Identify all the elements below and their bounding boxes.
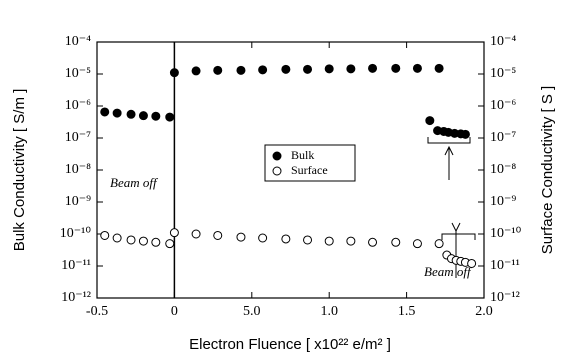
point	[467, 258, 477, 268]
y2-tick-label: 10⁻⁶	[490, 98, 516, 113]
x-tick-label: 2.0	[475, 304, 493, 319]
point	[281, 64, 291, 74]
point	[391, 237, 401, 247]
y-tick-label: 10⁻¹⁰	[60, 226, 92, 241]
point	[236, 232, 246, 242]
point	[346, 236, 356, 246]
point	[151, 237, 161, 247]
y2-axis-label: Surface Conductivity [ S ]	[539, 86, 556, 254]
point	[303, 64, 313, 74]
y2-tick-label: 10⁻⁸	[490, 162, 516, 177]
point	[346, 64, 356, 74]
point	[165, 239, 175, 249]
x-tick-label: 1.0	[320, 304, 338, 319]
point	[151, 111, 161, 121]
y-axis-label: Bulk Conductivity [ S/m ]	[11, 89, 28, 252]
legend-label: Surface	[291, 163, 328, 177]
point	[100, 230, 110, 240]
y2-tick-label: 10⁻¹⁰	[490, 226, 522, 241]
point	[460, 129, 470, 139]
legend-marker	[272, 166, 282, 176]
point	[126, 109, 136, 119]
point	[213, 230, 223, 240]
point	[165, 112, 175, 122]
y2-tick-label: 10⁻¹²	[490, 290, 520, 305]
x-tick-label: 0	[171, 304, 178, 319]
arrow-head	[451, 222, 461, 233]
y-tick-label: 10⁻⁶	[65, 98, 91, 113]
point	[138, 236, 148, 246]
legend-marker	[272, 151, 282, 161]
point	[258, 233, 268, 243]
x-tick-label: -0.5	[86, 304, 108, 319]
legend-box	[264, 144, 356, 182]
annotation-brackets	[427, 137, 476, 278]
bracket	[427, 137, 471, 144]
point	[138, 111, 148, 121]
x-axis-label: Electron Fluence [ x10²² e/m² ]	[189, 336, 391, 353]
point	[368, 237, 378, 247]
x-tick-label: 5.0	[243, 304, 261, 319]
y-tick-label: 10⁻⁸	[65, 162, 91, 177]
point	[434, 239, 444, 249]
point	[324, 64, 334, 74]
y2-tick-label: 10⁻⁵	[490, 66, 516, 81]
bracket	[441, 233, 476, 240]
point	[169, 68, 179, 78]
y2-tick-label: 10⁻⁴	[490, 34, 516, 49]
point	[391, 63, 401, 73]
point	[281, 234, 291, 244]
y2-tick-label: 10⁻⁹	[490, 194, 516, 209]
point	[412, 63, 422, 73]
point	[191, 66, 201, 76]
y-tick-label: 10⁻⁷	[65, 130, 91, 145]
point	[191, 229, 201, 239]
point	[425, 116, 435, 126]
y2-tick-label: 10⁻⁷	[490, 130, 516, 145]
point	[412, 239, 422, 249]
point	[169, 228, 179, 238]
annotation: Beam off	[424, 264, 473, 279]
point	[324, 236, 334, 246]
annotation: Beam off	[110, 175, 159, 190]
y-tick-label: 10⁻⁴	[65, 34, 91, 49]
y-tick-label: 10⁻¹¹	[61, 258, 91, 273]
point	[213, 65, 223, 75]
point	[112, 108, 122, 118]
point	[236, 65, 246, 75]
point	[434, 63, 444, 73]
y2-tick-label: 10⁻¹¹	[490, 258, 520, 273]
point	[303, 235, 313, 245]
point	[100, 107, 110, 117]
arrow-head	[444, 145, 454, 156]
point	[126, 235, 136, 245]
point	[112, 233, 122, 243]
y-tick-label: 10⁻¹²	[61, 290, 91, 305]
point	[258, 65, 268, 75]
y-tick-label: 10⁻⁹	[65, 194, 91, 209]
y-tick-label: 10⁻⁵	[65, 66, 91, 81]
legend-label: Bulk	[291, 148, 314, 162]
point	[368, 63, 378, 73]
x-tick-label: 1.5	[398, 304, 416, 319]
